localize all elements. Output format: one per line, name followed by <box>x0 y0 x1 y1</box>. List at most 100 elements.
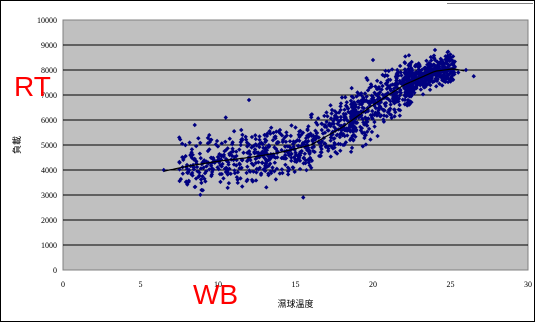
data-point <box>428 54 434 60</box>
data-point <box>283 162 288 167</box>
data-point <box>385 73 390 78</box>
data-point <box>189 170 195 176</box>
data-point <box>407 62 413 67</box>
data-point <box>359 100 365 106</box>
data-point <box>234 175 240 180</box>
data-point <box>306 134 311 140</box>
data-point <box>306 124 311 129</box>
data-point <box>386 68 391 74</box>
data-point <box>403 75 408 80</box>
data-point <box>239 127 244 133</box>
data-point <box>346 109 351 115</box>
data-point <box>344 100 349 105</box>
data-point <box>376 111 381 116</box>
data-point <box>215 154 221 160</box>
data-point <box>437 81 442 86</box>
data-point <box>320 131 326 136</box>
data-point <box>337 123 343 128</box>
data-point <box>363 98 369 103</box>
data-point <box>432 56 437 61</box>
data-point <box>193 143 199 149</box>
data-point <box>352 119 357 125</box>
data-point <box>275 155 280 160</box>
data-point <box>257 137 262 143</box>
data-point <box>370 98 375 103</box>
data-point <box>338 104 343 109</box>
data-point <box>231 157 236 163</box>
data-point <box>311 148 316 154</box>
data-point <box>426 74 431 80</box>
y-axis-ticks: 0 1000 2000 3000 4000 5000 6000 7000 8000 9000 100… <box>37 16 57 275</box>
data-point <box>260 142 265 147</box>
data-point <box>221 154 226 159</box>
data-point <box>199 180 204 186</box>
data-point <box>261 151 266 156</box>
data-point <box>380 83 385 89</box>
data-point <box>443 57 448 62</box>
data-point <box>419 67 425 72</box>
data-point <box>351 95 356 100</box>
data-point <box>263 139 268 145</box>
data-point <box>246 150 251 155</box>
data-point <box>180 171 186 176</box>
data-point <box>428 82 433 88</box>
data-point <box>254 143 259 148</box>
data-point <box>382 101 387 106</box>
data-point <box>177 160 182 165</box>
data-point <box>397 102 402 108</box>
data-point <box>198 192 203 198</box>
data-point <box>403 70 408 75</box>
data-point <box>297 166 303 172</box>
data-point <box>214 138 220 144</box>
data-point <box>452 63 457 69</box>
data-point <box>389 67 395 72</box>
data-point <box>348 149 354 154</box>
data-point <box>270 165 275 170</box>
data-point <box>308 112 314 118</box>
data-point <box>251 162 256 168</box>
data-point <box>397 108 403 113</box>
data-point <box>338 117 344 122</box>
data-point <box>235 180 240 186</box>
data-point <box>226 180 232 186</box>
data-point <box>456 70 461 75</box>
data-point <box>348 136 354 141</box>
data-point <box>363 119 369 125</box>
data-point <box>349 85 354 91</box>
data-point <box>193 176 199 181</box>
data-point <box>384 114 389 119</box>
data-point <box>452 59 458 64</box>
data-point <box>249 161 255 166</box>
data-point <box>434 84 439 89</box>
y-tick-label: 2000 <box>41 216 57 225</box>
data-point <box>324 110 329 115</box>
data-point <box>289 155 294 160</box>
data-point <box>431 62 436 67</box>
data-point <box>451 70 457 75</box>
data-point <box>373 105 379 111</box>
data-point <box>370 57 376 63</box>
data-point <box>369 84 374 89</box>
data-point <box>262 132 267 138</box>
x-axis-ticks: 0 5 10 15 20 25 30 <box>61 280 532 289</box>
data-point <box>238 176 243 181</box>
data-point <box>231 162 237 167</box>
data-point <box>285 172 291 177</box>
data-point <box>349 109 354 114</box>
data-point <box>228 171 233 177</box>
data-point <box>307 163 312 168</box>
data-point <box>244 158 250 164</box>
data-point <box>372 124 377 129</box>
x-tick-label: 25 <box>447 280 455 289</box>
data-point <box>392 114 397 119</box>
data-point <box>309 165 314 171</box>
data-point <box>429 75 434 80</box>
data-point <box>448 55 453 60</box>
data-point <box>391 86 397 91</box>
data-point <box>343 95 348 100</box>
data-point <box>285 169 291 174</box>
data-point <box>376 108 381 113</box>
data-point <box>409 99 414 105</box>
data-point <box>349 94 355 99</box>
data-point <box>413 74 418 80</box>
